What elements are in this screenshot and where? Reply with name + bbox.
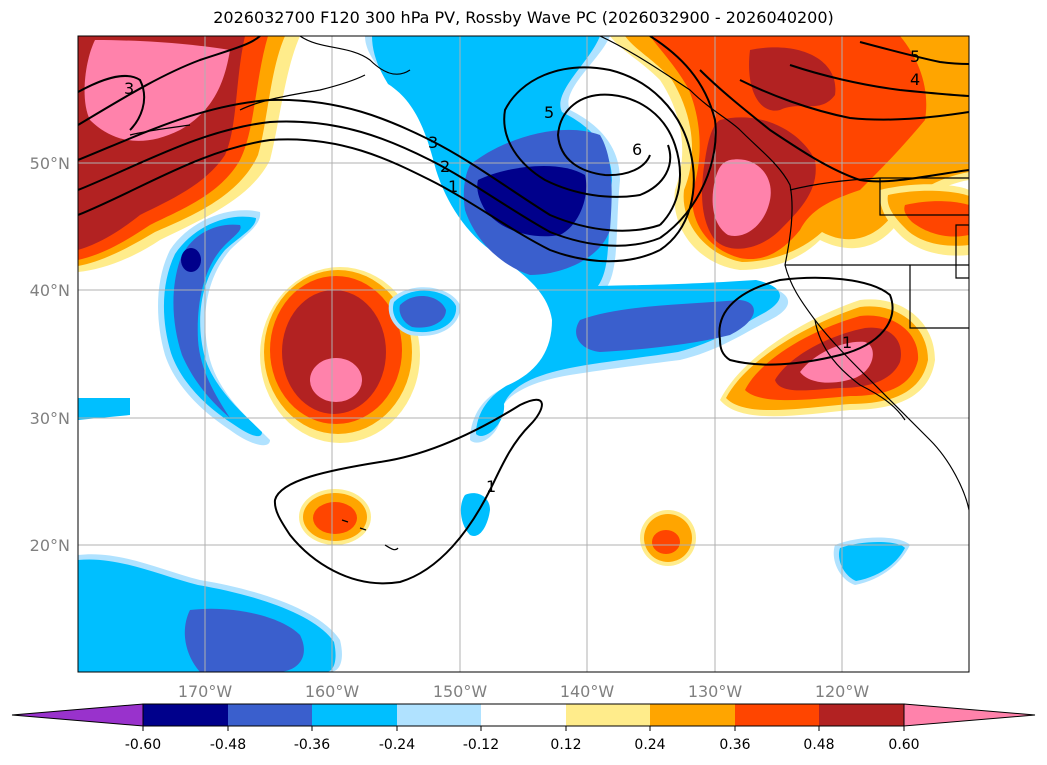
colorbar-label: 0.24 bbox=[634, 737, 665, 753]
contour-label: 1 bbox=[842, 333, 852, 352]
map-panel: 1 1 1 2 3 3 4 5 5 6 bbox=[78, 36, 969, 672]
pv-positive-anomaly-northeast bbox=[610, 36, 969, 270]
colorbar-label: 0.60 bbox=[888, 737, 919, 753]
colorbar-label: -0.12 bbox=[463, 737, 499, 753]
colorbar-segment bbox=[735, 704, 819, 726]
colorbar-segment bbox=[397, 704, 481, 726]
pv-positive-anomaly-central bbox=[260, 267, 420, 443]
longitude-labels: 170°W 160°W 150°W 140°W 130°W 120°W bbox=[178, 682, 870, 701]
colorbar-segment bbox=[143, 704, 228, 726]
colorbar-segment bbox=[481, 704, 566, 726]
colorbar-label: 0.36 bbox=[719, 737, 750, 753]
lat-label: 20°N bbox=[30, 536, 70, 555]
colorbar-label: -0.48 bbox=[210, 737, 246, 753]
colorbar-extend-low bbox=[11, 703, 144, 727]
lon-label: 160°W bbox=[305, 682, 360, 701]
lat-label: 40°N bbox=[30, 281, 70, 300]
colorbar-label: -0.60 bbox=[125, 737, 161, 753]
coastlines bbox=[129, 36, 969, 551]
pv-negative-anomaly-south bbox=[78, 493, 910, 672]
colorbar-label: -0.36 bbox=[294, 737, 330, 753]
contour-label: 3 bbox=[428, 133, 438, 152]
contour-label: 1 bbox=[486, 477, 496, 496]
colorbar-label: 0.12 bbox=[550, 737, 581, 753]
colorbar-segment bbox=[228, 704, 312, 726]
contour-label: 5 bbox=[910, 47, 920, 66]
pv-negative-anomaly-central bbox=[365, 36, 789, 443]
lat-label: 50°N bbox=[30, 154, 70, 173]
colorbar: -0.60 -0.48 -0.36 -0.24 -0.12 0.12 0.24 … bbox=[11, 703, 1036, 753]
lon-label: 150°W bbox=[433, 682, 488, 701]
colorbar-segment bbox=[566, 704, 650, 726]
contour-label: 1 bbox=[448, 177, 458, 196]
lon-label: 140°W bbox=[560, 682, 615, 701]
colorbar-segment bbox=[819, 704, 904, 726]
contour-label: 6 bbox=[632, 140, 642, 159]
contour-labels: 1 1 1 2 3 3 4 5 5 6 bbox=[124, 47, 920, 496]
pv-negative-anomaly-west bbox=[78, 210, 461, 446]
colorbar-extend-high bbox=[903, 703, 1036, 727]
streamfunction-contours bbox=[78, 36, 969, 585]
map-title: 2026032700 F120 300 hPa PV, Rossby Wave … bbox=[213, 8, 834, 27]
map-gridlines bbox=[78, 36, 969, 672]
lon-label: 170°W bbox=[178, 682, 233, 701]
contour-label: 4 bbox=[910, 70, 920, 89]
lat-label: 30°N bbox=[30, 409, 70, 428]
lon-label: 130°W bbox=[688, 682, 743, 701]
colorbar-label: 0.48 bbox=[803, 737, 834, 753]
map-frame bbox=[77, 35, 970, 673]
latitude-labels: 20°N 30°N 40°N 50°N bbox=[30, 154, 70, 555]
contour-label: 3 bbox=[124, 79, 134, 98]
contour-label: 2 bbox=[440, 157, 450, 176]
contour-label: 5 bbox=[544, 103, 554, 122]
colorbar-segment bbox=[312, 704, 397, 726]
pv-positive-anomaly-hawaii bbox=[299, 489, 696, 566]
lon-label: 120°W bbox=[815, 682, 870, 701]
colorbar-label: -0.24 bbox=[379, 737, 415, 753]
colorbar-segment bbox=[650, 704, 735, 726]
